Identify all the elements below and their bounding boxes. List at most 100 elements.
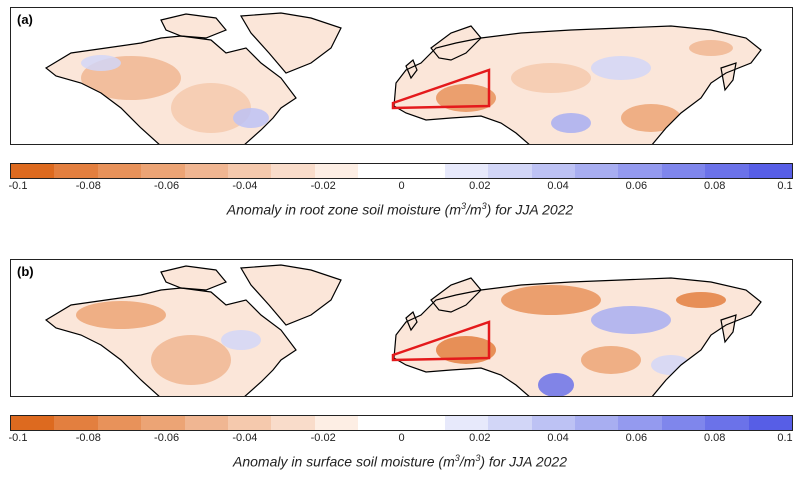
map-canvas-b xyxy=(44,264,762,396)
colorbar-title-suffix: ) for JJA 2022 xyxy=(480,453,567,470)
coastline-northAmerica xyxy=(44,35,297,144)
colorbar-tick-label: -0.1 xyxy=(8,180,28,192)
colorbar-segment xyxy=(97,416,142,430)
colorbar-tick-label: -0.1 xyxy=(8,432,28,444)
colorbar-tick-label: 0 xyxy=(398,432,405,444)
colorbar-segment xyxy=(141,416,185,430)
colorbar-segment xyxy=(488,164,532,178)
anomaly-patch xyxy=(689,40,733,56)
anomaly-patch xyxy=(591,306,671,334)
colorbar-segment xyxy=(661,164,706,178)
colorbar-tick-label: -0.02 xyxy=(310,180,336,192)
coastline-eurasia xyxy=(393,25,762,144)
colorbar-segment xyxy=(141,164,185,178)
colorbar-tick-label: 0.04 xyxy=(547,432,569,444)
colorbar-segment xyxy=(271,164,315,178)
colorbar-tick-label: -0.04 xyxy=(232,432,258,444)
coastline-greenland xyxy=(239,12,342,74)
anomaly-field xyxy=(46,13,761,144)
colorbar-segment xyxy=(705,164,749,178)
coastline-britain xyxy=(405,310,418,332)
colorbar-segment xyxy=(401,164,445,178)
colorbar-title-mid: /m xyxy=(466,201,482,218)
colorbar-segment xyxy=(358,416,402,430)
colorbar-tick-label: -0.08 xyxy=(75,432,101,444)
colorbar-tick-label: 0.06 xyxy=(625,180,648,192)
anomaly-patch xyxy=(81,55,121,71)
anomaly-field xyxy=(46,265,761,396)
colorbar-segment xyxy=(444,416,489,430)
coastline-kamchatka xyxy=(720,314,737,344)
colorbar-segment xyxy=(184,164,228,178)
colorbar-segment xyxy=(54,416,98,430)
anomaly-patch xyxy=(621,104,681,132)
coastline-scandinavia xyxy=(430,25,482,61)
colorbar-segment xyxy=(314,164,359,178)
anomaly-patch xyxy=(76,301,166,329)
colorbar-title-b: Anomaly in surface soil moisture (m3/m3)… xyxy=(0,453,800,470)
anomaly-patch xyxy=(221,330,261,350)
colorbar-segment xyxy=(705,416,749,430)
colorbar-segment xyxy=(11,164,55,178)
colorbar-tick-label: 0.1 xyxy=(777,180,793,192)
colorbar-tick-label: 0.02 xyxy=(469,180,491,192)
colorbar-segment xyxy=(661,416,706,430)
colorbar-segment xyxy=(618,164,662,178)
coastline-scandinavia xyxy=(430,277,482,313)
colorbar-segment xyxy=(488,416,532,430)
anomaly-patch xyxy=(676,292,726,308)
colorbar-segment xyxy=(531,164,576,178)
unit-exponent: 3 xyxy=(460,201,466,211)
colorbar-segment xyxy=(358,164,402,178)
anomaly-patch xyxy=(501,285,601,315)
colorbar-segment xyxy=(11,416,55,430)
coastline-eurasia xyxy=(393,277,762,396)
coastline-greenland xyxy=(239,264,342,326)
colorbar-title-prefix: Anomaly in root zone soil moisture (m xyxy=(226,201,461,218)
anomaly-patch xyxy=(151,335,231,385)
anomaly-patch xyxy=(171,83,251,133)
colorbar-segment xyxy=(227,164,272,178)
colorbar-segment xyxy=(184,416,228,430)
colorbar-ticks-b: -0.1 -0.08 -0.06 -0.04 -0.02 0 0.02 0.04 0.06 0.0… xyxy=(8,432,793,448)
colorbar-tick-label: 0.1 xyxy=(777,432,793,444)
drought-region-outline xyxy=(391,320,491,362)
colorbar-tick-label: 0 xyxy=(398,180,405,192)
colorbar-tick-label: -0.06 xyxy=(154,180,180,192)
anomaly-patch xyxy=(538,373,574,396)
anomaly-patch xyxy=(511,63,591,93)
colorbar-title-suffix: ) for JJA 2022 xyxy=(486,201,574,218)
colorbar-segment xyxy=(575,164,619,178)
colorbar-title-prefix: Anomaly in surface soil moisture (m xyxy=(233,453,455,470)
unit-exponent: 3 xyxy=(481,201,487,211)
colorbar-tick-label: -0.04 xyxy=(232,180,258,192)
colorbar-segment xyxy=(54,164,98,178)
anomaly-patch xyxy=(233,108,269,128)
colorbar-a xyxy=(10,163,793,179)
colorbar-segment xyxy=(575,416,619,430)
colorbar-segment xyxy=(444,164,489,178)
map-root-zone-soil-moisture: (a) xyxy=(10,7,793,145)
colorbar-tick-label: 0.08 xyxy=(703,432,726,444)
colorbar-segment xyxy=(271,416,315,430)
colorbar-segment xyxy=(748,164,793,178)
colorbar-tick-label: -0.08 xyxy=(75,180,101,192)
map-surface-soil-moisture: (b) xyxy=(10,259,793,397)
unit-exponent: 3 xyxy=(454,453,460,463)
colorbar-title-mid: /m xyxy=(459,453,476,470)
anomaly-patch xyxy=(591,56,651,80)
colorbar-segment xyxy=(748,416,793,430)
unit-exponent: 3 xyxy=(475,453,481,463)
coastline-canadaIslands xyxy=(160,13,227,39)
anomaly-patch xyxy=(651,355,691,375)
anomaly-patch xyxy=(551,113,591,133)
colorbar-segment xyxy=(97,164,142,178)
coastline-northAmerica xyxy=(44,287,297,396)
colorbar-tick-label: -0.02 xyxy=(310,432,336,444)
coastline-canadaIslands xyxy=(160,265,227,291)
drought-region-outline xyxy=(391,68,491,110)
coastline-britain xyxy=(405,58,418,80)
coastline-kamchatka xyxy=(720,62,737,92)
panel-label-a: (a) xyxy=(17,12,33,27)
colorbar-segment xyxy=(314,416,359,430)
